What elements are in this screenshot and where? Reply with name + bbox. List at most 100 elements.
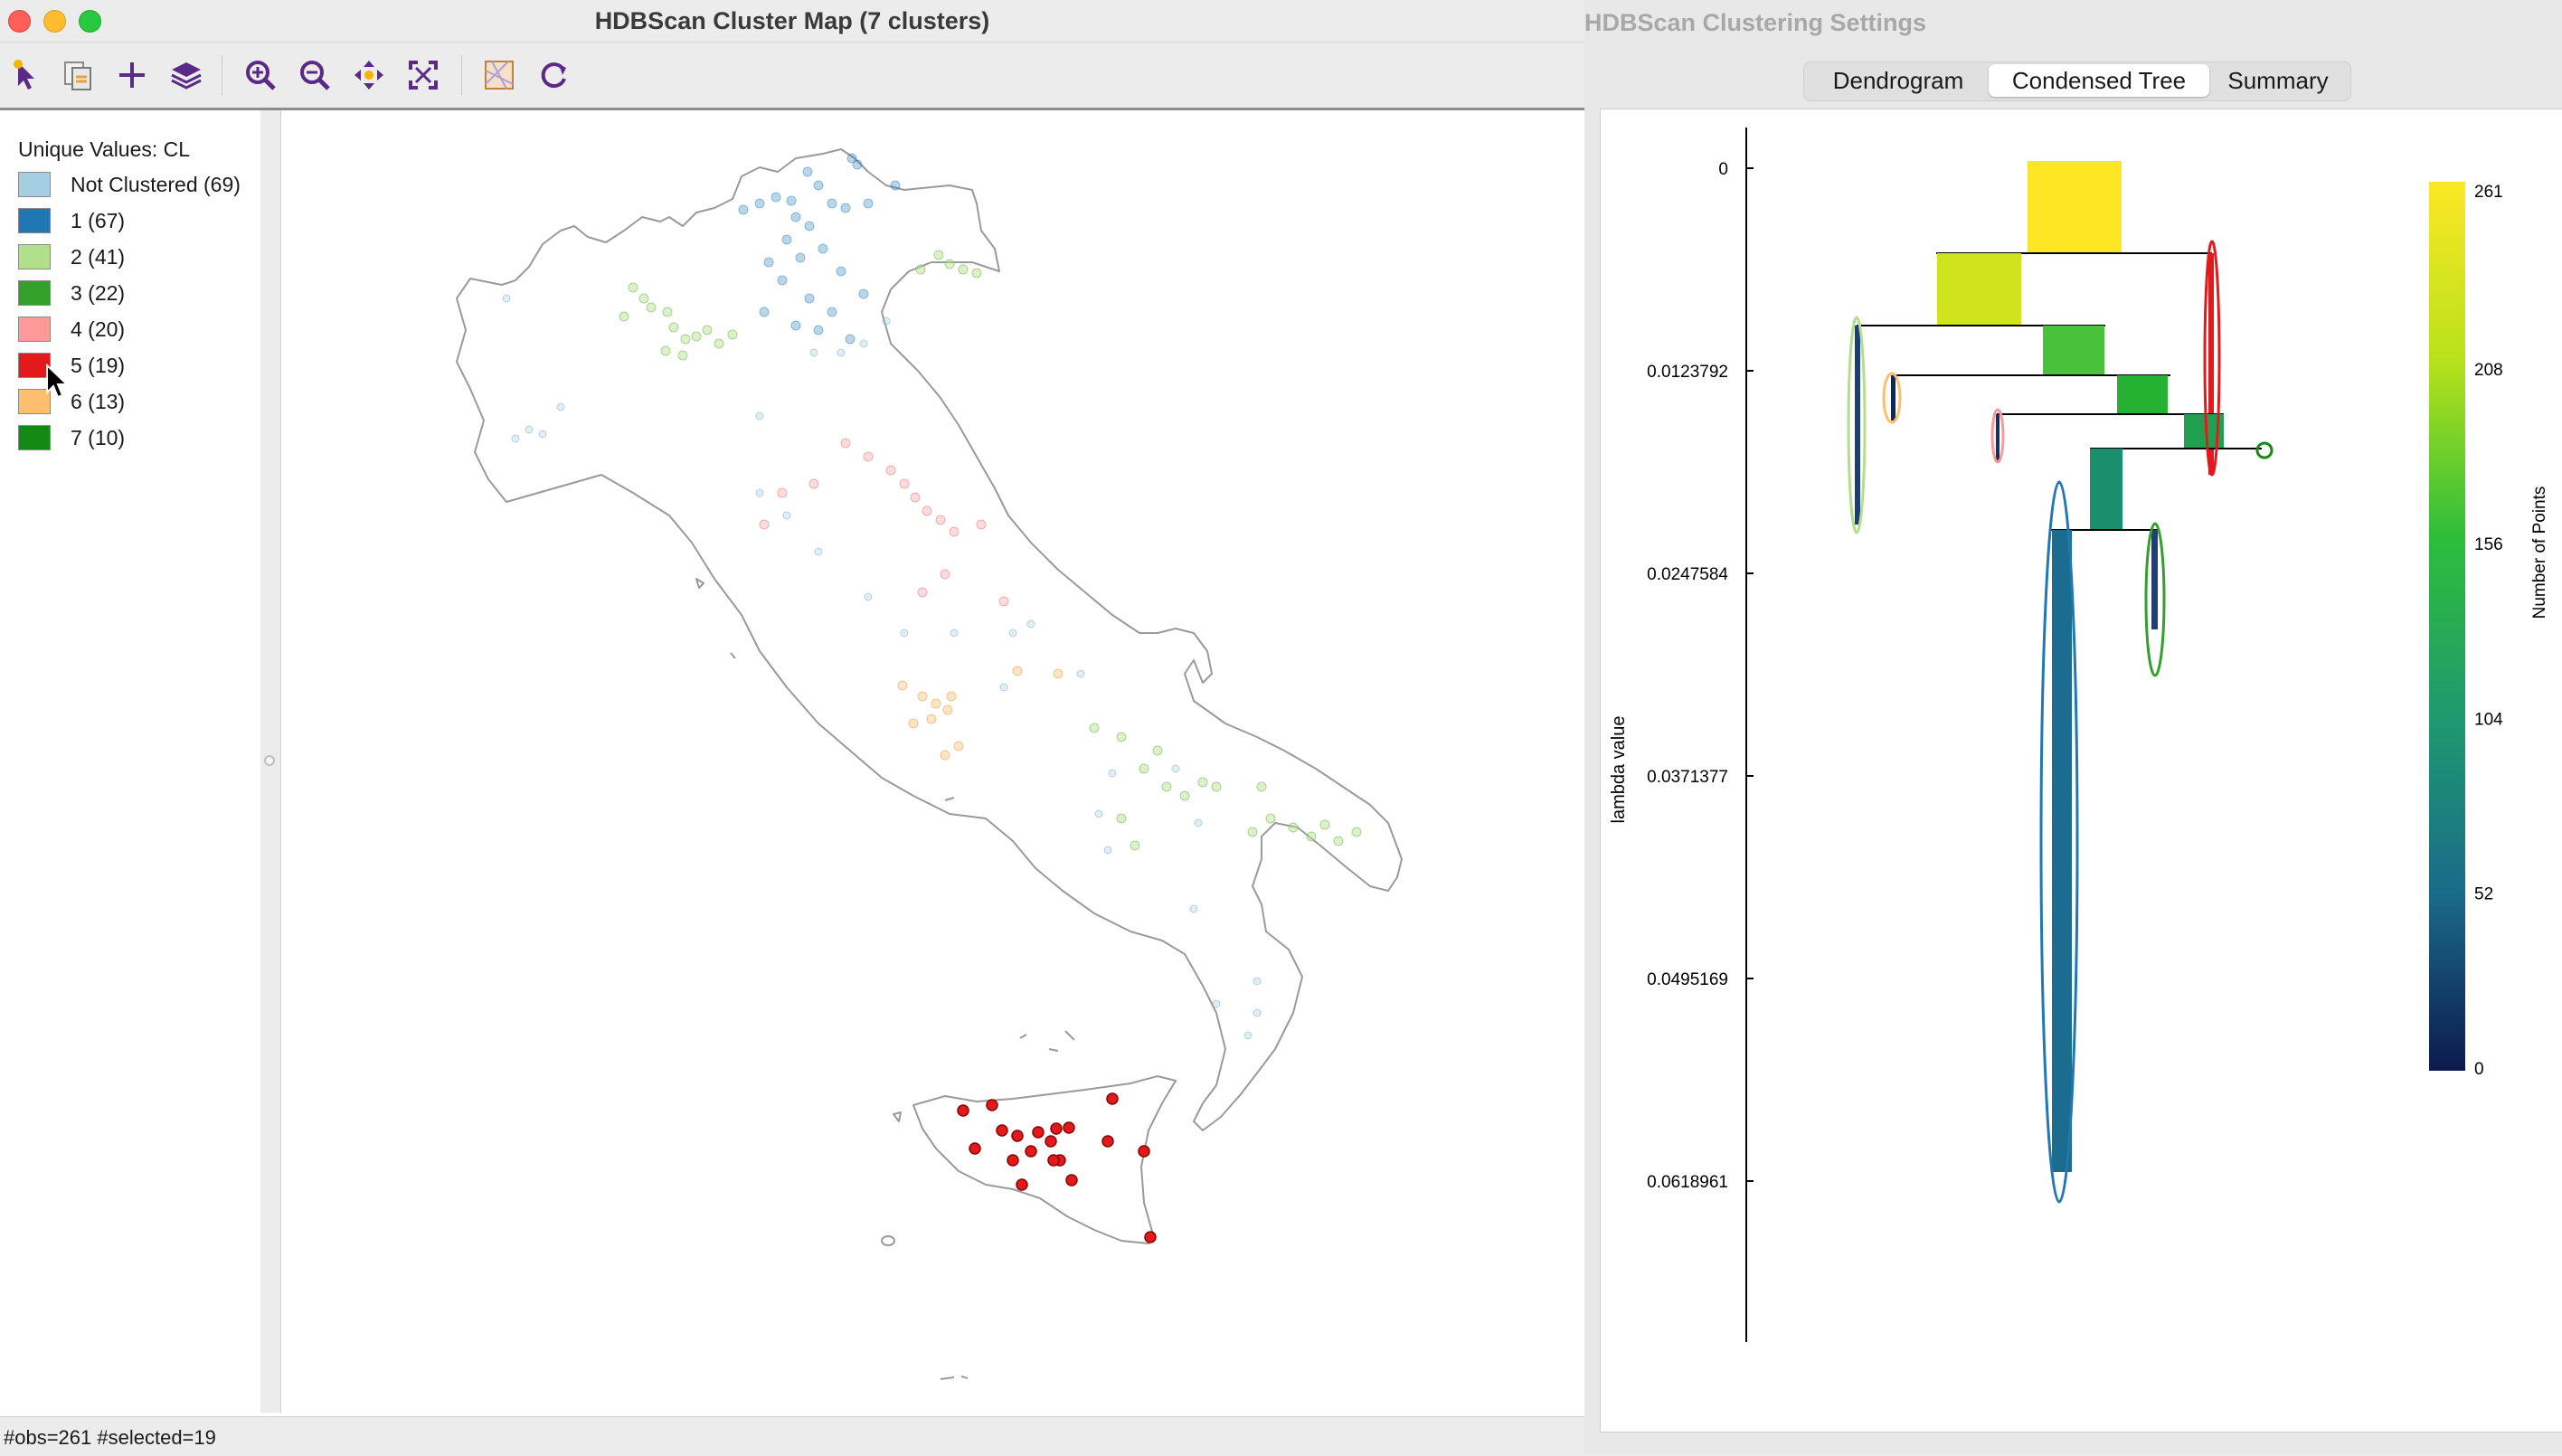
splitter-handle[interactable]: [264, 755, 275, 766]
copy-map-icon[interactable]: [58, 55, 98, 95]
legend-label: 4 (20): [71, 317, 126, 341]
colorbar-label: Number of Points: [2530, 487, 2549, 619]
colorbar-tick-label: 0: [2474, 1060, 2484, 1079]
sicily-outline: [912, 1075, 1177, 1244]
pane-splitter[interactable]: [260, 110, 281, 1413]
legend-swatch: [18, 280, 51, 306]
condensed-tree-panel[interactable]: 0 0.0123792 0.0247584 0.0371377 0.0495169 0.0…: [1600, 109, 2562, 1432]
island-outline: [940, 1376, 969, 1380]
tree-branches: [1855, 161, 2262, 1172]
legend-title: Unique Values: CL: [18, 137, 191, 161]
mainland-outline: [456, 148, 1403, 1131]
legend-item-2[interactable]: 2 (41): [18, 242, 125, 271]
cluster-4-ellipse: [1990, 408, 2005, 464]
add-icon[interactable]: [112, 55, 152, 95]
y-tick-label: 0.0247584: [1647, 565, 1728, 584]
island-outline: [893, 1111, 902, 1122]
branch-left-5: [2090, 449, 2122, 530]
map-titlebar: HDBScan Cluster Map (7 clusters): [0, 0, 1584, 43]
cluster-1-ellipse: [2039, 480, 2079, 1204]
minimize-window-button[interactable]: [43, 10, 66, 33]
cluster-5-bar: [2208, 253, 2214, 475]
map-toolbar: [0, 43, 1584, 110]
legend-label: 3 (22): [71, 280, 126, 305]
legend-item-5[interactable]: 5 (19): [18, 351, 125, 380]
colorbar: [2429, 182, 2465, 1071]
cluster-6-ellipse: [1882, 372, 1902, 424]
legend-item-6[interactable]: 6 (13): [18, 387, 125, 416]
colorbar-ticks: 0 52 104 156 208 261: [2474, 183, 2503, 1079]
layers-icon[interactable]: [166, 55, 206, 95]
zoom-out-icon[interactable]: [295, 55, 335, 95]
status-bar: #obs=261 #selected=19: [0, 1416, 1584, 1456]
pan-icon[interactable]: [349, 55, 389, 95]
cluster-7-ellipse: [2255, 441, 2274, 459]
legend-label: 2 (41): [71, 244, 126, 269]
branch-left-1: [1937, 253, 2021, 326]
legend-item-not-clustered[interactable]: Not Clustered (69): [18, 170, 241, 199]
cluster-4-bar: [1996, 414, 1999, 461]
branch-root: [2028, 161, 2122, 253]
zoom-in-icon[interactable]: [241, 55, 280, 95]
y-ticks: 0 0.0123792 0.0247584 0.0371377 0.0495169 0.0…: [1647, 160, 1754, 1192]
tab-summary[interactable]: Summary: [2227, 66, 2329, 94]
condensed-tree-chart[interactable]: 0 0.0123792 0.0247584 0.0371377 0.0495169 0.0…: [1601, 109, 2562, 1432]
cluster-selection-ellipses: [1847, 240, 2274, 1204]
legend-swatch: [18, 389, 51, 414]
map-window-title: HDBScan Cluster Map (7 clusters): [594, 7, 990, 34]
island-outline: [881, 1235, 895, 1246]
zoom-window-button[interactable]: [79, 10, 101, 33]
legend-label: 1 (67): [71, 208, 126, 232]
cluster-2-ellipse: [1847, 316, 1867, 534]
settings-window: HDBScan Clustering Settings Dendrogram C…: [1584, 0, 2562, 1455]
italy-map[interactable]: [281, 110, 1584, 1413]
full-extent-icon[interactable]: [403, 55, 443, 95]
colorbar-tick-label: 208: [2474, 361, 2503, 380]
cluster-6-bar: [1891, 375, 1896, 421]
y-tick-label: 0.0495169: [1647, 970, 1728, 989]
colorbar-tick-label: 104: [2474, 710, 2503, 729]
legend-swatch: [18, 353, 51, 378]
legend-item-1[interactable]: 1 (67): [18, 206, 125, 235]
legend-swatch: [18, 317, 51, 342]
island-outline: [695, 578, 1075, 1052]
legend-item-4[interactable]: 4 (20): [18, 315, 125, 344]
branch-left-3: [2117, 375, 2168, 414]
cluster-3-ellipse: [2144, 522, 2166, 677]
legend-label: Not Clustered (69): [71, 172, 241, 196]
legend-swatch: [18, 244, 51, 269]
y-tick-label: 0: [1718, 160, 1728, 179]
legend-swatch: [18, 425, 51, 450]
basemap-icon[interactable]: [479, 55, 519, 95]
y-tick-label: 0.0618961: [1647, 1173, 1728, 1192]
y-axis-label: lambda value: [1609, 716, 1629, 824]
map-canvas[interactable]: [281, 110, 1584, 1413]
cluster-5-ellipse: [2203, 240, 2221, 477]
y-tick-label: 0.0123792: [1647, 363, 1728, 382]
colorbar-tick-label: 156: [2474, 535, 2503, 554]
settings-window-title: HDBScan Clustering Settings: [1584, 9, 1927, 36]
cluster-2-bar: [1855, 326, 1860, 525]
select-tool-icon[interactable]: [5, 55, 45, 95]
legend-swatch: [18, 172, 51, 197]
cluster-1-bar: [2052, 530, 2072, 1172]
legend-swatch: [18, 208, 51, 233]
cluster-map-window: HDBScan Cluster Map (7 clusters): [0, 0, 1585, 1456]
legend-item-7[interactable]: 7 (10): [18, 423, 125, 452]
colorbar-tick-label: 52: [2474, 885, 2493, 904]
close-window-button[interactable]: [8, 10, 31, 33]
legend-label: 5 (19): [71, 353, 126, 377]
legend-item-3[interactable]: 3 (22): [18, 279, 125, 307]
y-tick-label: 0.0371377: [1647, 768, 1728, 787]
legend-label: 6 (13): [71, 389, 126, 413]
colorbar-tick-label: 261: [2474, 183, 2503, 202]
cluster-3-bar: [2151, 530, 2158, 629]
tab-dendrogram[interactable]: Dendrogram: [1832, 66, 1964, 94]
mouse-cursor-icon: [46, 364, 70, 399]
legend-label: 7 (10): [71, 425, 126, 449]
tab-bar: Dendrogram Condensed Tree Summary: [1803, 61, 2351, 101]
branch-left-2: [2043, 326, 2104, 375]
legend-pane: Unique Values: CL Not Clustered (69) 1 (…: [0, 110, 261, 1413]
refresh-icon[interactable]: [534, 55, 573, 95]
tab-condensed-tree[interactable]: Condensed Tree: [1989, 64, 2209, 97]
